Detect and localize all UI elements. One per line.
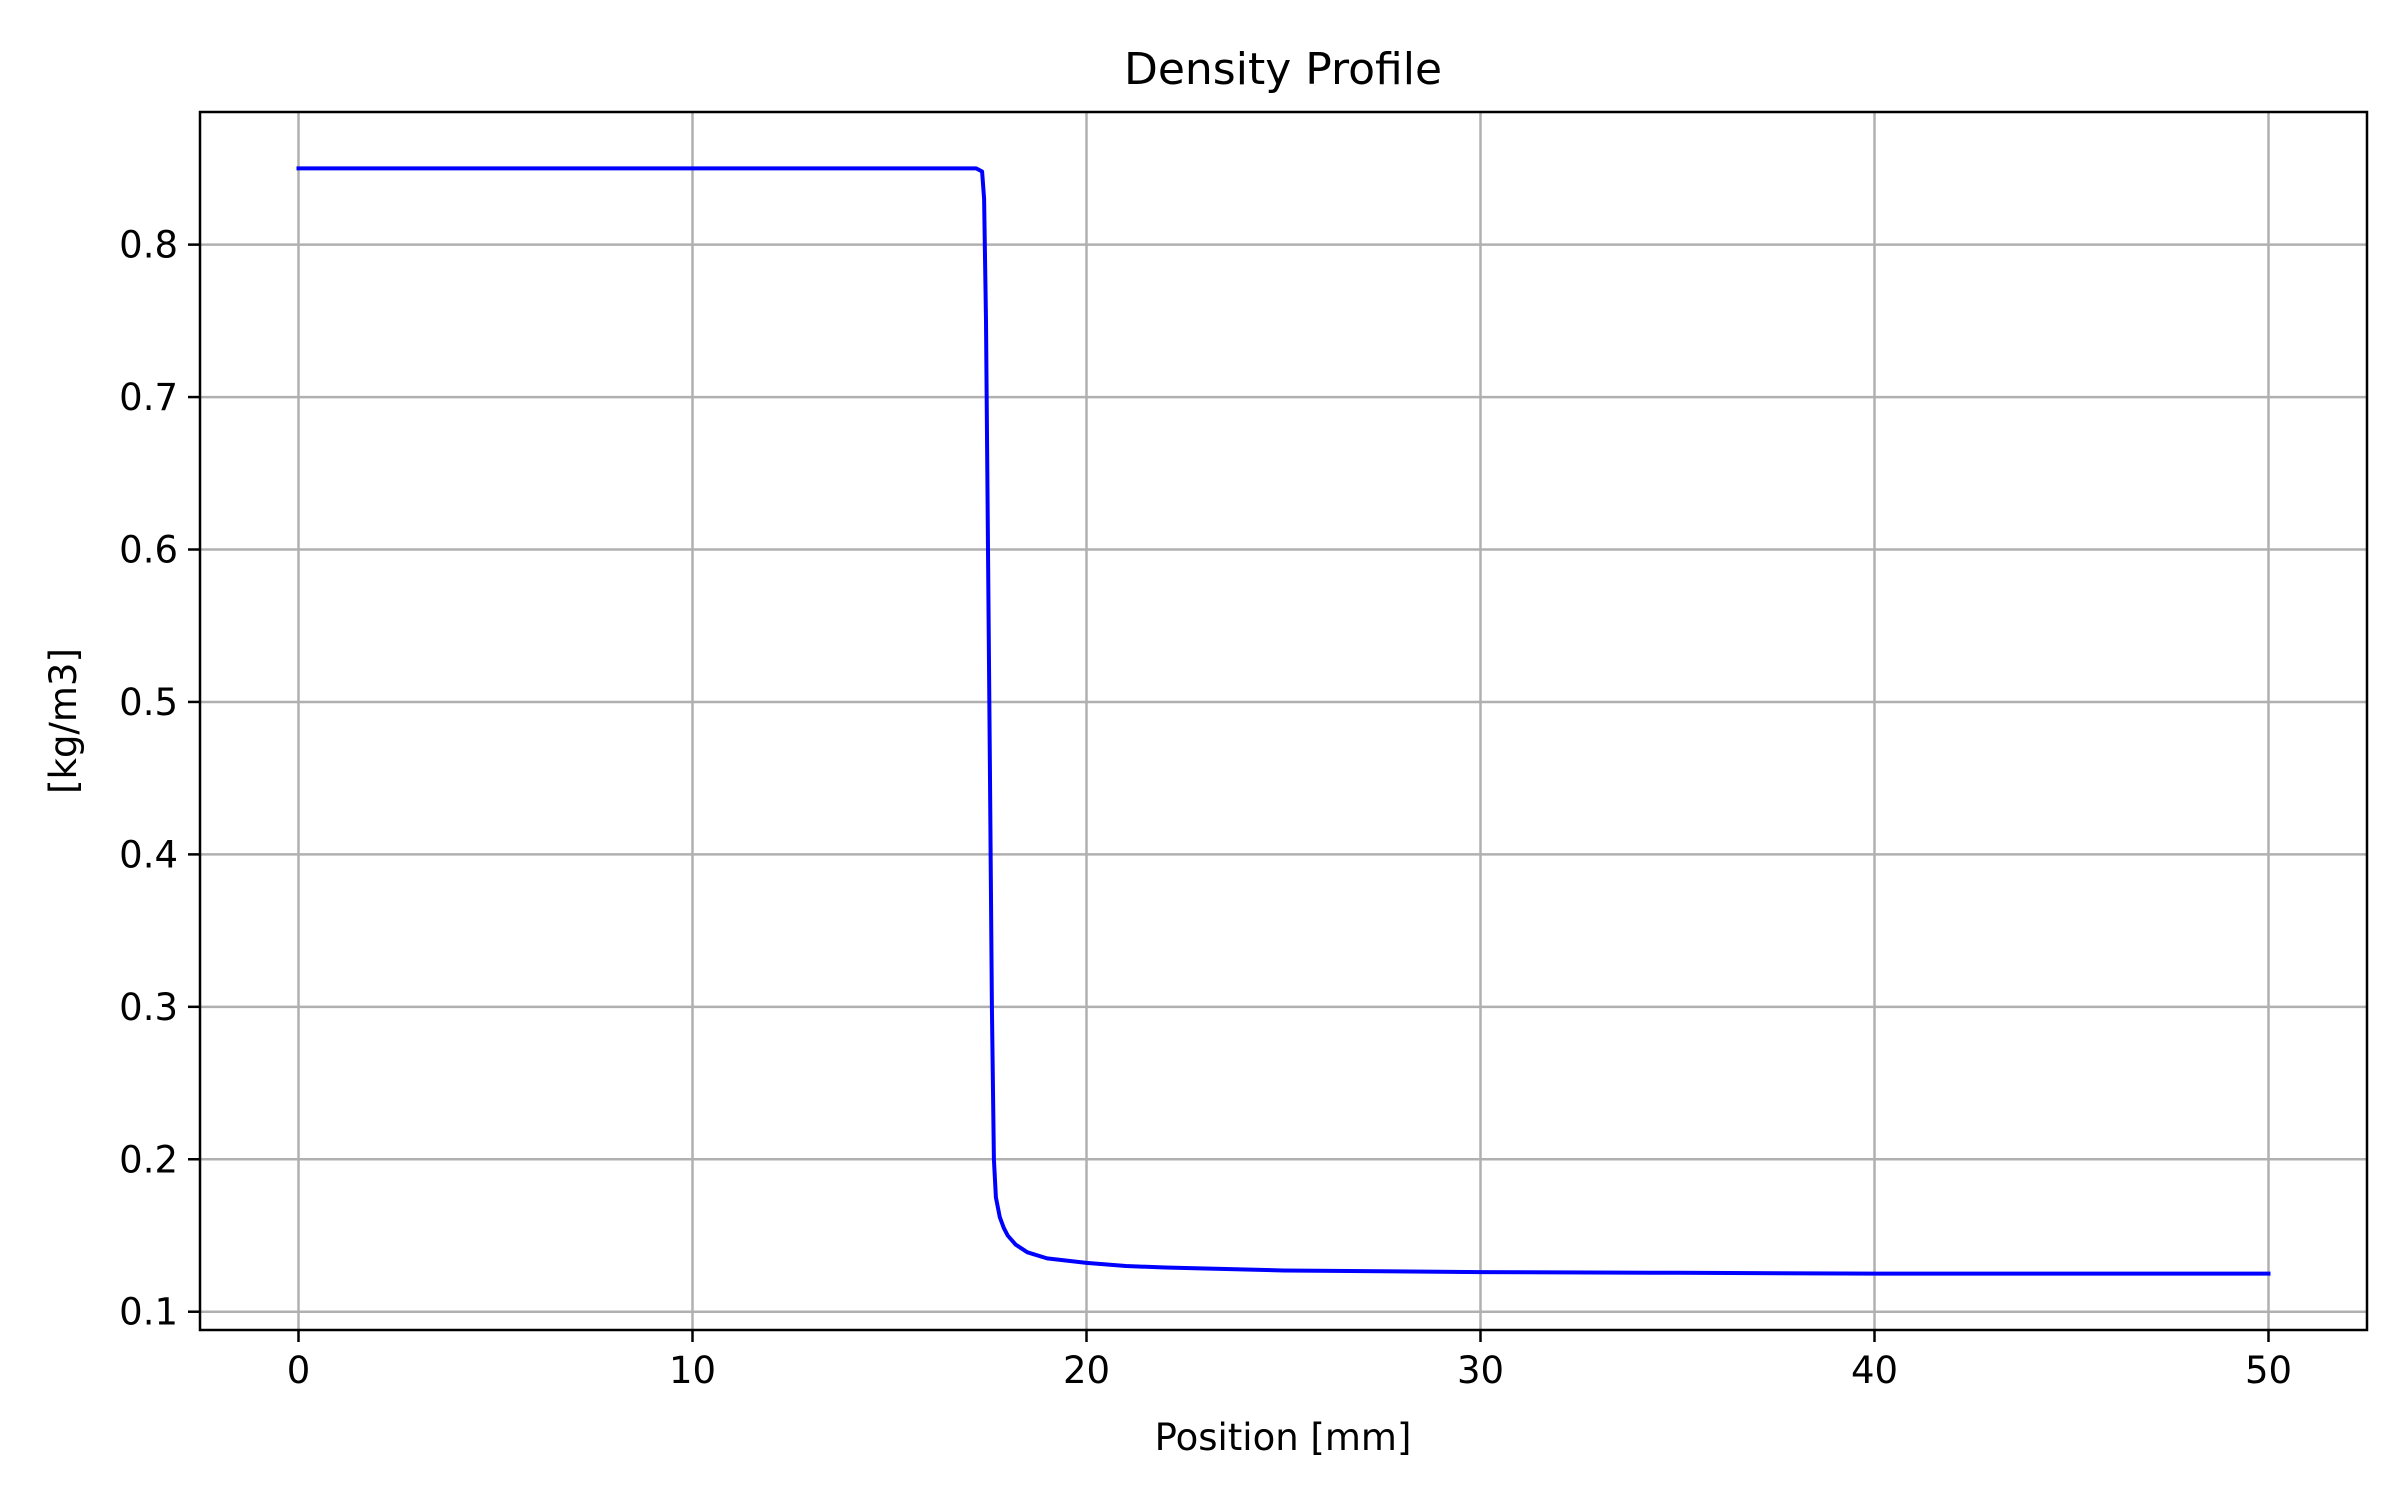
x-axis-ticks: 0 10 20 30 40 50 (287, 1330, 2292, 1392)
plot-frame (198, 110, 2369, 1332)
x-tick-label: 50 (2245, 1349, 2292, 1392)
y-tick-label: 0.1 (119, 1291, 178, 1334)
x-tick-label: 30 (1457, 1349, 1504, 1392)
x-tick-label: 20 (1063, 1349, 1110, 1392)
x-tick-label: 10 (669, 1349, 716, 1392)
y-tick-label: 0.3 (119, 986, 178, 1029)
chart-title: Density Profile (1124, 44, 1442, 95)
y-axis-ticks: 0.1 0.2 0.3 0.4 0.5 0.6 0.7 0.8 (119, 224, 200, 1334)
y-tick-label: 0.4 (119, 833, 178, 876)
y-tick-label: 0.7 (119, 376, 178, 419)
x-axis-label: Position [mm] (1155, 1416, 1412, 1459)
y-tick-label: 0.5 (119, 681, 178, 724)
y-tick-label: 0.6 (119, 529, 178, 572)
x-tick-label: 40 (1851, 1349, 1898, 1392)
series-layer (296, 166, 2271, 1276)
density-series-line (296, 166, 2271, 1276)
grid-lines (200, 112, 2367, 1330)
x-tick-label: 0 (287, 1349, 311, 1392)
y-axis-label: [kg/m3] (42, 648, 85, 794)
y-tick-label: 0.2 (119, 1138, 178, 1181)
y-tick-label: 0.8 (119, 224, 178, 267)
